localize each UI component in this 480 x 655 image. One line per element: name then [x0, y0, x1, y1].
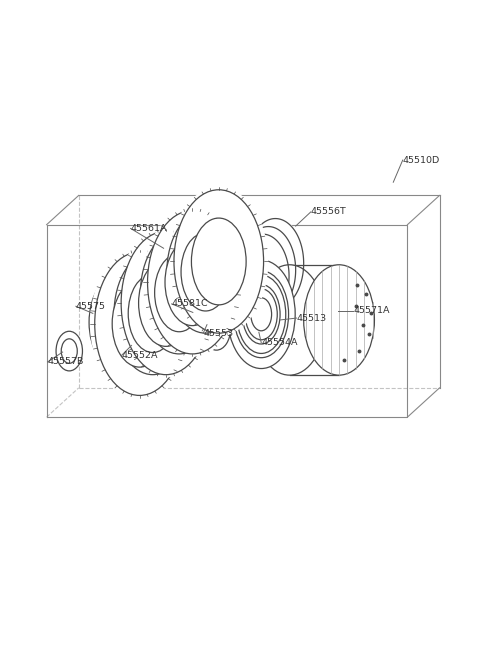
Ellipse shape — [114, 252, 192, 375]
Ellipse shape — [208, 315, 225, 342]
Ellipse shape — [139, 259, 193, 346]
Text: 45575: 45575 — [76, 302, 106, 310]
Ellipse shape — [123, 317, 159, 374]
Ellipse shape — [242, 284, 280, 344]
Text: 45510D: 45510D — [403, 155, 440, 164]
Ellipse shape — [163, 208, 248, 335]
Ellipse shape — [304, 265, 374, 375]
Ellipse shape — [182, 289, 218, 341]
Ellipse shape — [165, 239, 220, 326]
Ellipse shape — [117, 308, 166, 383]
Ellipse shape — [121, 231, 211, 375]
Ellipse shape — [143, 208, 242, 357]
Ellipse shape — [61, 339, 77, 364]
Ellipse shape — [137, 229, 222, 356]
Ellipse shape — [167, 210, 244, 333]
Ellipse shape — [141, 231, 218, 354]
Ellipse shape — [131, 329, 151, 362]
Text: 45581C: 45581C — [172, 299, 208, 309]
Ellipse shape — [254, 265, 325, 375]
Ellipse shape — [202, 307, 230, 350]
Ellipse shape — [227, 260, 295, 369]
Ellipse shape — [95, 252, 184, 396]
Text: 45513: 45513 — [297, 314, 327, 322]
Ellipse shape — [251, 298, 272, 331]
Ellipse shape — [192, 218, 246, 305]
Ellipse shape — [235, 233, 290, 319]
Text: 45554A: 45554A — [261, 338, 298, 347]
Ellipse shape — [112, 280, 167, 367]
Ellipse shape — [128, 274, 177, 352]
Text: 45556T: 45556T — [311, 208, 347, 216]
Text: 45561A: 45561A — [131, 224, 167, 233]
Ellipse shape — [89, 272, 153, 372]
Ellipse shape — [192, 304, 207, 326]
Ellipse shape — [240, 225, 297, 314]
Text: 45571A: 45571A — [353, 307, 390, 316]
Ellipse shape — [174, 190, 264, 333]
Ellipse shape — [117, 229, 216, 377]
Ellipse shape — [155, 253, 204, 331]
Ellipse shape — [181, 233, 230, 311]
Text: 45552A: 45552A — [121, 351, 157, 360]
Ellipse shape — [110, 250, 195, 377]
Ellipse shape — [169, 187, 268, 336]
Ellipse shape — [125, 321, 156, 370]
Ellipse shape — [90, 249, 189, 398]
Ellipse shape — [56, 331, 83, 371]
Text: 45557B: 45557B — [48, 358, 84, 366]
Ellipse shape — [245, 289, 277, 340]
Ellipse shape — [147, 210, 237, 354]
Ellipse shape — [98, 286, 144, 358]
Ellipse shape — [237, 275, 286, 354]
Ellipse shape — [246, 217, 305, 309]
Ellipse shape — [234, 271, 288, 358]
Text: 45553: 45553 — [203, 329, 233, 338]
